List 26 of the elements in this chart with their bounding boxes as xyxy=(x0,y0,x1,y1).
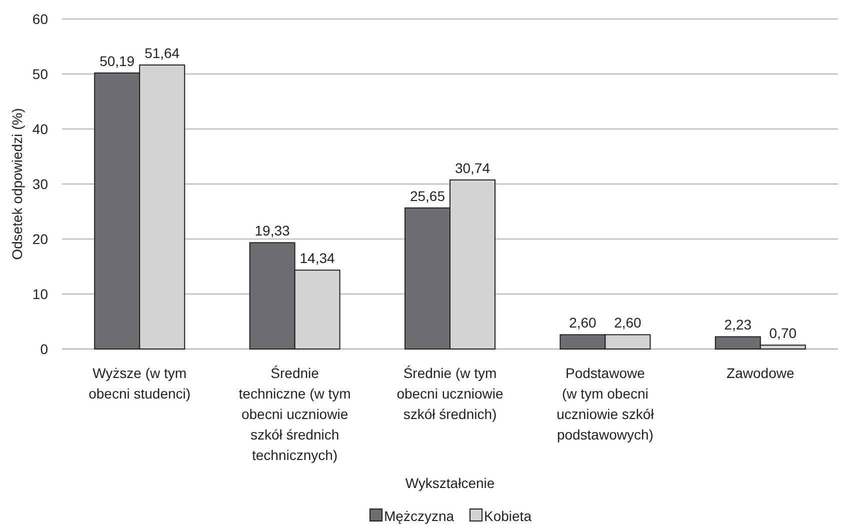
data-label: 25,65 xyxy=(410,188,446,204)
x-tick-label: Średnie (w tym obecni uczniowie szkół średnich) xyxy=(396,365,504,422)
data-label: 30,74 xyxy=(454,160,490,176)
data-label: 2,60 xyxy=(569,314,597,331)
legend-label: Kobieta xyxy=(484,508,532,524)
data-label: 2,60 xyxy=(614,314,642,331)
data-label: 14,34 xyxy=(300,250,336,266)
data-label: 51,64 xyxy=(144,44,180,61)
y-tick-label: 20 xyxy=(32,231,48,247)
y-tick-label: 0 xyxy=(40,341,48,357)
x-tick-label: Wyższe (w tym obecni studenci) xyxy=(88,365,191,402)
x-tick-label: Podstawowe (w tym obecni uczniowie szkół podstawowych) xyxy=(556,365,655,442)
data-label: 19,33 xyxy=(254,222,290,239)
y-tick-label: 10 xyxy=(32,286,48,302)
legend-label: Mężczyzna xyxy=(384,508,454,524)
y-tick-label: 60 xyxy=(32,11,48,27)
y-tick-label: 40 xyxy=(32,121,48,137)
data-label: 50,19 xyxy=(100,52,135,69)
y-tick-label: 30 xyxy=(32,176,48,192)
x-tick-label: Zawodowe xyxy=(726,365,794,381)
y-axis-title: Odsetek odpowiedzi (%) xyxy=(9,108,25,260)
x-tick-label: Średnie techniczne (w tym obecni uczniowie szkół średnich technicznych) xyxy=(238,365,351,463)
data-label: 0,70 xyxy=(769,325,797,342)
data-label: 2,23 xyxy=(724,316,752,333)
y-tick-label: 50 xyxy=(32,66,48,82)
x-axis-title: Wykształcenie xyxy=(405,475,495,491)
